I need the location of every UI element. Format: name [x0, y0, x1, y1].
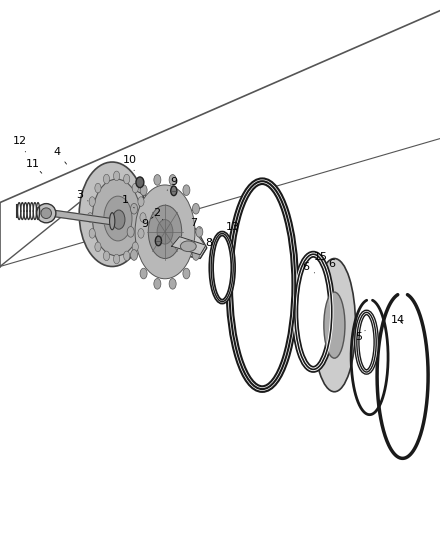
- Ellipse shape: [89, 197, 95, 206]
- Ellipse shape: [131, 249, 138, 260]
- Ellipse shape: [132, 183, 138, 193]
- Ellipse shape: [114, 254, 120, 264]
- Text: 3: 3: [76, 190, 88, 201]
- Ellipse shape: [138, 229, 144, 238]
- Ellipse shape: [95, 242, 101, 252]
- Ellipse shape: [89, 229, 95, 238]
- Text: 6: 6: [302, 262, 315, 273]
- Text: 12: 12: [13, 136, 27, 152]
- Ellipse shape: [295, 254, 332, 369]
- Text: 7: 7: [190, 218, 200, 228]
- Ellipse shape: [183, 185, 190, 196]
- Ellipse shape: [79, 162, 145, 266]
- Ellipse shape: [124, 251, 130, 261]
- Ellipse shape: [136, 177, 144, 188]
- Ellipse shape: [113, 210, 125, 229]
- Text: 2: 2: [153, 208, 163, 220]
- Ellipse shape: [148, 205, 182, 259]
- Text: 9: 9: [167, 177, 177, 190]
- Text: 10: 10: [123, 155, 137, 171]
- Ellipse shape: [154, 278, 161, 289]
- Ellipse shape: [180, 241, 196, 252]
- Ellipse shape: [110, 213, 115, 230]
- Ellipse shape: [103, 251, 110, 261]
- Polygon shape: [117, 208, 207, 259]
- Text: 13: 13: [226, 222, 240, 231]
- Ellipse shape: [229, 181, 295, 389]
- Text: 14: 14: [391, 315, 405, 325]
- Ellipse shape: [183, 268, 190, 279]
- Text: 1: 1: [122, 195, 134, 208]
- Ellipse shape: [92, 179, 141, 256]
- Ellipse shape: [41, 208, 51, 219]
- Polygon shape: [98, 187, 207, 259]
- Ellipse shape: [140, 185, 147, 196]
- Ellipse shape: [157, 220, 173, 244]
- Ellipse shape: [171, 186, 177, 196]
- Ellipse shape: [140, 268, 147, 279]
- Ellipse shape: [192, 204, 199, 214]
- Ellipse shape: [155, 236, 161, 246]
- Ellipse shape: [324, 292, 345, 358]
- Ellipse shape: [211, 233, 233, 302]
- Ellipse shape: [104, 196, 132, 241]
- Ellipse shape: [169, 278, 176, 289]
- Ellipse shape: [87, 213, 93, 222]
- Ellipse shape: [140, 213, 146, 222]
- Ellipse shape: [95, 183, 101, 193]
- Polygon shape: [172, 237, 206, 255]
- Ellipse shape: [103, 174, 110, 184]
- Ellipse shape: [313, 259, 356, 392]
- Ellipse shape: [124, 174, 130, 184]
- Text: 6: 6: [326, 259, 336, 269]
- Ellipse shape: [138, 197, 144, 206]
- Ellipse shape: [114, 171, 120, 181]
- Polygon shape: [37, 208, 112, 225]
- Text: 11: 11: [26, 159, 42, 173]
- Ellipse shape: [357, 312, 376, 372]
- Ellipse shape: [154, 175, 161, 185]
- Text: 4: 4: [54, 147, 66, 164]
- Ellipse shape: [132, 242, 138, 252]
- Polygon shape: [37, 210, 53, 220]
- Text: 15: 15: [314, 252, 328, 262]
- Ellipse shape: [169, 175, 176, 185]
- Ellipse shape: [127, 227, 134, 237]
- Ellipse shape: [192, 249, 199, 260]
- Text: 8: 8: [205, 238, 213, 247]
- Ellipse shape: [135, 185, 195, 279]
- Ellipse shape: [37, 204, 56, 223]
- Ellipse shape: [131, 204, 138, 214]
- Ellipse shape: [196, 227, 203, 237]
- Text: 5: 5: [355, 330, 365, 342]
- Text: 9: 9: [142, 217, 153, 229]
